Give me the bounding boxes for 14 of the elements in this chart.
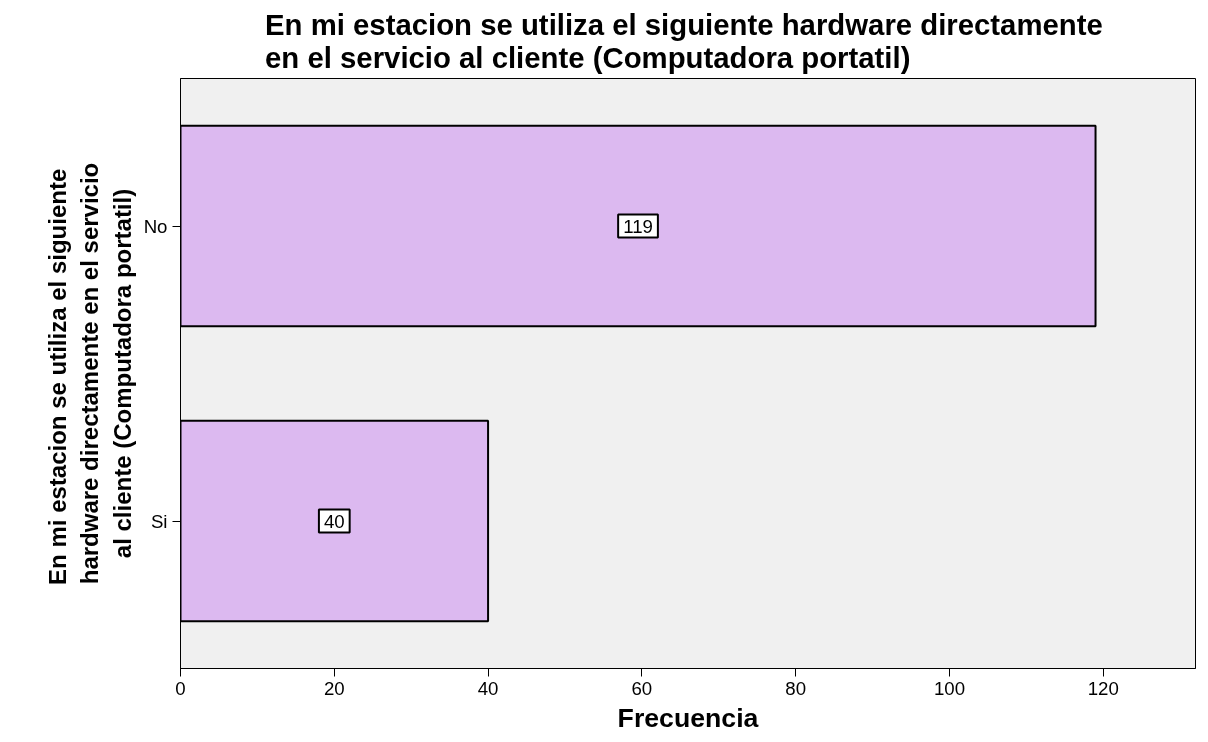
data-label: 40 — [323, 510, 345, 532]
x-tick-label: 0 — [175, 677, 186, 699]
y-axis-title: En mi estacion se utiliza el siguiente hardware directamente en el servicio al cliente (Computadora portatil) — [43, 162, 136, 585]
x-tick-label: 60 — [631, 677, 653, 699]
data-label: 119 — [623, 215, 653, 237]
chart-title: En mi estacion se utiliza el siguiente hardware directamente en el servicio al cliente (Computadora portatil) — [265, 7, 1103, 74]
x-tick-label: 40 — [477, 677, 499, 699]
y-tick-label: No — [143, 215, 168, 237]
y-tick-label: Si — [150, 510, 168, 532]
x-tick-label: 120 — [1087, 677, 1119, 699]
x-axis-title: Frecuencia — [617, 702, 759, 733]
x-tick-label: 80 — [785, 677, 807, 699]
x-tick-label: 20 — [323, 677, 345, 699]
x-tick-label: 100 — [933, 677, 966, 699]
